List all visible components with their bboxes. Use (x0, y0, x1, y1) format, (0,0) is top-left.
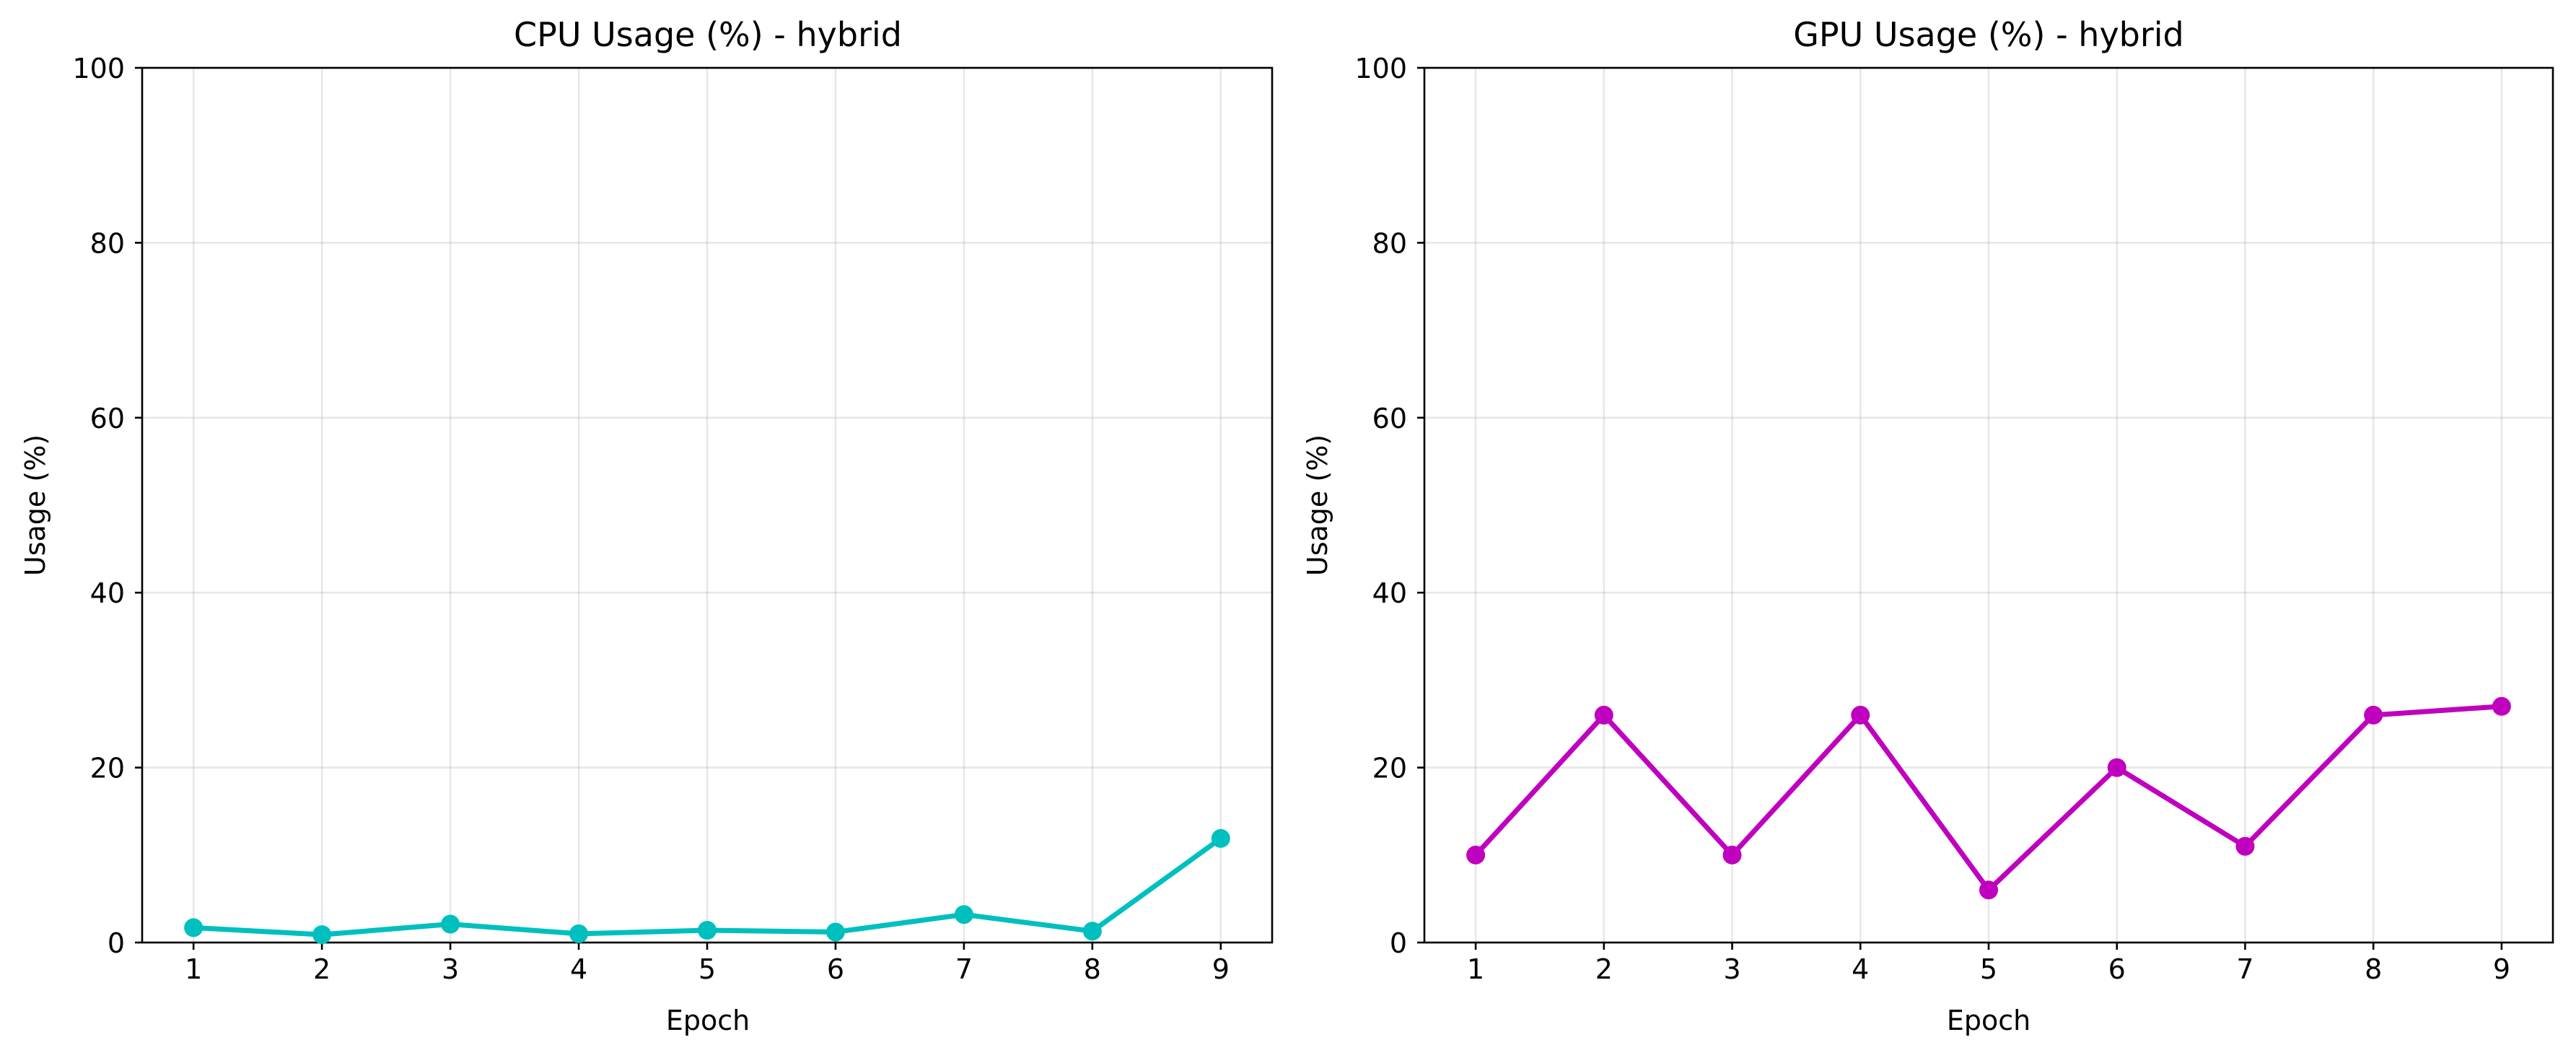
gpu-y-tick-label: 40 (1372, 577, 1407, 609)
cpu-y-tick-label: 20 (90, 753, 125, 784)
gpu-x-tick-label: 2 (1595, 953, 1613, 985)
cpu-y-tick-label: 80 (90, 227, 125, 259)
cpu-x-tick-label: 8 (1084, 953, 1101, 985)
cpu-y-axis-label: Usage (%) (19, 434, 51, 576)
gpu-chart-title: GPU Usage (%) - hybrid (1793, 15, 2184, 54)
cpu-data-point (569, 924, 589, 943)
gpu-x-tick-label: 8 (2365, 953, 2382, 985)
cpu-x-tick-label: 3 (442, 953, 459, 985)
cpu-data-point (954, 905, 973, 924)
cpu-data-point (184, 918, 203, 937)
cpu-data-point (312, 925, 332, 945)
gpu-data-point (1851, 705, 1870, 725)
cpu-y-tick-label: 60 (90, 403, 125, 434)
gpu-y-tick-label: 100 (1354, 53, 1407, 84)
gpu-x-tick-label: 4 (1852, 953, 1869, 985)
cpu-data-point (1082, 922, 1102, 941)
gpu-x-axis-label: Epoch (1947, 1005, 2030, 1036)
gpu-data-point (2235, 836, 2255, 856)
gpu-x-tick-label: 3 (1723, 953, 1740, 985)
cpu-x-axis-label: Epoch (666, 1005, 750, 1036)
gpu-y-tick-label: 20 (1372, 753, 1407, 784)
cpu-x-tick-label: 5 (698, 953, 716, 985)
gpu-data-point (1466, 845, 1486, 865)
gpu-data-point (1594, 705, 1613, 725)
cpu-data-point (825, 922, 845, 942)
gpu-x-tick-label: 7 (2236, 953, 2253, 985)
gpu-data-point (2364, 705, 2383, 725)
gpu-data-point (2492, 696, 2511, 716)
gpu-usage-chart: GPU Usage (%) - hybrid Epoch Usage (%) 1… (1302, 15, 2554, 1036)
gpu-data-point (2107, 758, 2126, 777)
gpu-y-axis-label: Usage (%) (1302, 434, 1333, 576)
cpu-x-tick-label: 6 (827, 953, 844, 985)
cpu-usage-chart: CPU Usage (%) - hybrid Epoch Usage (%) 1… (19, 15, 1274, 1036)
gpu-data-point (1979, 880, 1998, 900)
cpu-x-tick-label: 1 (185, 953, 202, 985)
cpu-data-point (1211, 829, 1230, 848)
cpu-x-tick-label: 2 (313, 953, 330, 985)
gpu-x-tick-label: 1 (1467, 953, 1484, 985)
cpu-y-tick-label: 100 (72, 53, 125, 84)
gpu-x-tick-label: 6 (2108, 953, 2126, 985)
cpu-x-tick-label: 7 (955, 953, 973, 985)
cpu-chart-title: CPU Usage (%) - hybrid (514, 15, 902, 54)
gpu-y-tick-label: 0 (1390, 927, 1407, 959)
cpu-x-tick-label: 9 (1212, 953, 1230, 985)
gpu-x-tick-label: 5 (1980, 953, 1997, 985)
cpu-x-tick-label: 4 (570, 953, 587, 985)
gpu-data-point (1722, 845, 1742, 865)
gpu-y-tick-label: 80 (1372, 227, 1407, 259)
cpu-data-point (698, 921, 717, 940)
cpu-y-tick-label: 40 (90, 577, 125, 609)
cpu-data-point (441, 914, 460, 934)
gpu-y-tick-label: 60 (1372, 403, 1407, 434)
gpu-x-tick-label: 9 (2493, 953, 2510, 985)
cpu-y-tick-label: 0 (108, 927, 125, 959)
